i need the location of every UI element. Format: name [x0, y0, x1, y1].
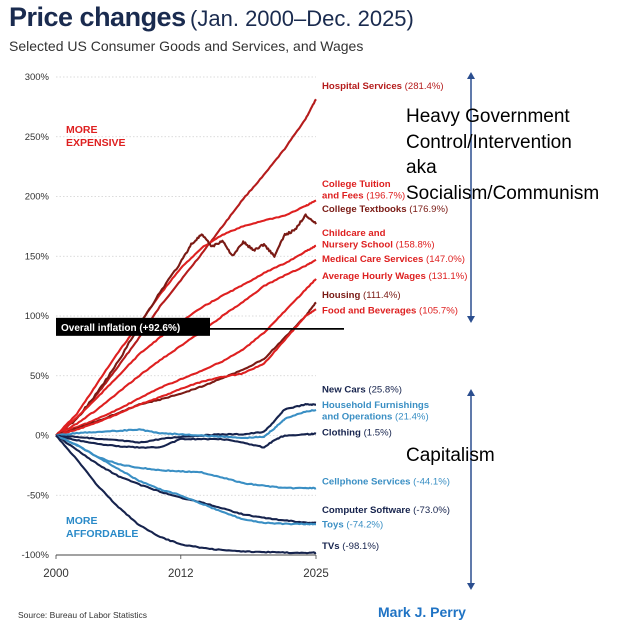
series-value-label: (25.8%)	[366, 384, 402, 395]
arrow-capitalism-head	[467, 389, 475, 396]
region-label-more-expensive: MORE	[66, 124, 98, 136]
series-name: College Tuition	[322, 179, 391, 190]
series-label: Housing (111.4%)	[322, 290, 401, 301]
series-name: Toys	[322, 520, 344, 531]
series-label: Household Furnishings	[322, 400, 429, 411]
series-label: Food and Beverages (105.7%)	[322, 306, 458, 317]
y-tick-label: -50%	[27, 490, 50, 501]
series-name: Hospital Services	[322, 81, 402, 92]
series-value-label: (-98.1%)	[340, 541, 379, 552]
series-label: and Fees (196.7%)	[322, 190, 405, 201]
series-line	[55, 199, 317, 437]
series-line	[55, 432, 317, 449]
chart-title: Price changes (Jan. 2000–Dec. 2025)	[9, 2, 414, 33]
series-name: Cellphone Services	[322, 476, 411, 487]
arrow-capitalism-head	[467, 583, 475, 590]
title-date-range: (Jan. 2000–Dec. 2025)	[190, 6, 414, 31]
series-line	[55, 434, 317, 526]
x-tick-label: 2025	[303, 568, 329, 580]
series-value-label: (281.4%)	[402, 81, 444, 92]
series-line	[55, 278, 317, 437]
series-label: College Tuition	[322, 179, 391, 190]
series-name: New Cars	[322, 384, 366, 395]
region-label-more-expensive: EXPENSIVE	[66, 137, 126, 149]
series-value-label: (158.8%)	[393, 239, 435, 250]
region-label-more-affordable: MORE	[66, 515, 98, 527]
annotation-line: Control/Intervention	[406, 131, 572, 153]
series-name: Household Furnishings	[322, 400, 429, 411]
x-tick-label: 2012	[168, 568, 194, 580]
series-value-label: (1.5%)	[361, 428, 392, 439]
y-tick-label: 0%	[35, 431, 49, 442]
y-tick-label: 200%	[25, 192, 50, 203]
y-tick-label: -100%	[22, 550, 50, 561]
series-label: College Textbooks (176.9%)	[322, 204, 448, 215]
series-line	[55, 308, 317, 437]
series-line	[55, 213, 317, 437]
series-label: Cellphone Services (-44.1%)	[322, 476, 450, 487]
series-value-label: (176.9%)	[407, 204, 449, 215]
source-note: Source: Bureau of Labor Statistics	[18, 610, 147, 620]
series-value-label: (-74.2%)	[344, 520, 383, 531]
series-value-label: (196.7%)	[364, 190, 406, 201]
author-credit: Mark J. Perry	[378, 604, 466, 620]
y-tick-label: 100%	[25, 311, 50, 322]
y-tick-label: 250%	[25, 132, 50, 143]
y-tick-label: 150%	[25, 251, 50, 262]
series-line	[55, 98, 317, 437]
series-name: College Textbooks	[322, 204, 407, 215]
series-line	[55, 244, 317, 437]
series-label: Toys (-74.2%)	[322, 520, 383, 531]
series-name: Nursery School	[322, 239, 393, 250]
series-label: Nursery School (158.8%)	[322, 239, 435, 250]
series-name: and Operations	[322, 412, 392, 423]
annotation-line: Heavy Government	[406, 106, 570, 127]
annotation-line: aka	[406, 157, 437, 178]
arrow-government-head	[467, 72, 475, 79]
series-value-label: (111.4%)	[360, 290, 400, 301]
series-value-label: (147.0%)	[423, 254, 465, 265]
series-label: Medical Care Services (147.0%)	[322, 254, 465, 265]
series-value-label: (-44.1%)	[411, 476, 450, 487]
series-line	[55, 408, 317, 440]
series-name: Computer Software	[322, 505, 411, 516]
series-name: TVs	[322, 541, 340, 552]
series-label: Clothing (1.5%)	[322, 428, 392, 439]
series-line	[55, 434, 317, 555]
chart-subtitle: Selected US Consumer Goods and Services,…	[9, 38, 364, 54]
series-line	[55, 258, 317, 437]
overall-inflation-label: Overall inflation (+92.6%)	[61, 323, 180, 334]
series-value-label: (131.1%)	[426, 271, 468, 282]
series-line	[55, 434, 317, 524]
x-tick-label: 2000	[43, 568, 69, 580]
y-tick-label: 50%	[30, 371, 50, 382]
series-name: Food and Beverages	[322, 306, 416, 317]
arrow-government-head	[467, 316, 475, 323]
series-name: and Fees	[322, 190, 364, 201]
series-label: TVs (-98.1%)	[322, 541, 379, 552]
series-label: New Cars (25.8%)	[322, 384, 402, 395]
series-value-label: (105.7%)	[416, 306, 458, 317]
series-name: Medical Care Services	[322, 254, 423, 265]
series-name: Childcare and	[322, 228, 386, 239]
annotation-line: Socialism/Communism	[406, 182, 600, 204]
series-name: Average Hourly Wages	[322, 271, 426, 282]
region-label-more-affordable: AFFORDABLE	[66, 528, 138, 540]
series-name: Housing	[322, 290, 361, 301]
y-tick-label: 300%	[25, 72, 50, 83]
series-label: Childcare and	[322, 228, 386, 239]
series-label: Hospital Services (281.4%)	[322, 81, 444, 92]
series-name: Clothing	[322, 428, 361, 439]
overall-inflation-box	[56, 317, 210, 336]
annotation-government-control: Heavy Government Control/Intervention ak…	[406, 104, 599, 206]
annotation-capitalism: Capitalism	[406, 445, 495, 466]
series-label: and Operations (21.4%)	[322, 412, 429, 423]
series-label: Computer Software (-73.0%)	[322, 505, 450, 516]
series-value-label: (21.4%)	[392, 412, 428, 423]
series-value-label: (-73.0%)	[411, 505, 450, 516]
series-label: Average Hourly Wages (131.1%)	[322, 271, 467, 282]
title-main: Price changes	[9, 2, 186, 32]
